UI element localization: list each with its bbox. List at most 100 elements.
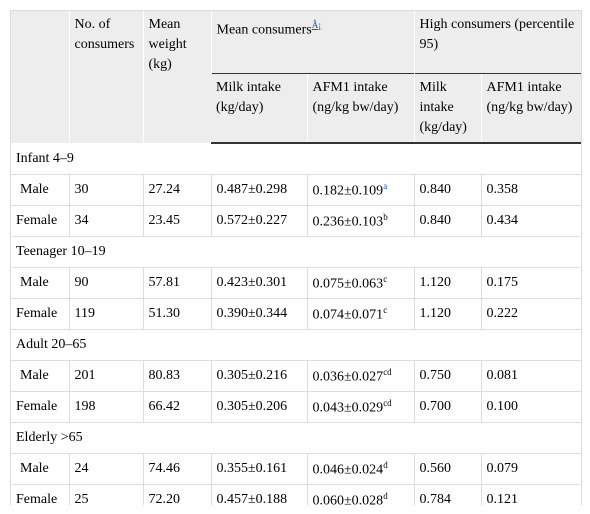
cell: Male xyxy=(11,360,69,392)
superscript: c xyxy=(383,304,388,315)
cell: 72.20 xyxy=(142,484,211,505)
superscript: d xyxy=(383,459,388,470)
group-label: Adult 20–65 xyxy=(11,329,581,361)
group-row: Elderly >65 xyxy=(11,422,581,454)
cell: 66.42 xyxy=(142,391,211,423)
cell: 0.182±0.109a xyxy=(306,174,415,206)
cell: 0.840 xyxy=(413,174,482,206)
header-cell xyxy=(11,11,69,143)
cell: 0.840 xyxy=(413,205,482,237)
cell: 0.100 xyxy=(480,391,581,423)
cell: 0.046±0.024d xyxy=(306,453,415,485)
cell: 25 xyxy=(68,484,143,505)
data-table: No. of consumers Mean weight (kg) Mean c… xyxy=(11,11,581,505)
cell: 0.700 xyxy=(413,391,482,423)
table-body: Infant 4–9 Male 30 27.24 0.487±0.298 0.182±0.… xyxy=(11,143,581,505)
cell-text: 0.043±0.029 xyxy=(312,400,384,416)
cell: 0.075±0.063c xyxy=(306,267,415,299)
data-row: Female 34 23.45 0.572±0.227 0.236±0.103b 0.84… xyxy=(11,205,581,237)
data-row: Male 24 74.46 0.355±0.161 0.046±0.024d 0.560 0… xyxy=(11,453,581,485)
cell: 0.390±0.344 xyxy=(210,298,307,330)
cell: 0.074±0.071c xyxy=(306,298,415,330)
cell: 0.355±0.161 xyxy=(210,453,307,485)
cell: 90 xyxy=(68,267,143,299)
cell: 0.434 xyxy=(480,205,581,237)
header-cell: Mean weight (kg) xyxy=(142,11,211,143)
cell: 0.487±0.298 xyxy=(210,174,307,206)
header-text: Mean consumers xyxy=(216,22,312,38)
cell: Female xyxy=(11,205,69,237)
cell: 57.81 xyxy=(142,267,211,299)
superscript: cd xyxy=(383,397,392,408)
cell: 1.120 xyxy=(413,298,482,330)
cell: 0.358 xyxy=(480,174,581,206)
group-label: Infant 4–9 xyxy=(11,143,581,175)
cell-text: 0.075±0.063 xyxy=(312,276,384,292)
superscript: d xyxy=(383,490,388,501)
cell: 24 xyxy=(68,453,143,485)
cell-text: 0.060±0.028 xyxy=(312,493,384,505)
header-cell: AFM1 intake (ng/kg bw/day) xyxy=(480,73,581,144)
superscript: c xyxy=(383,273,388,284)
superscript: b xyxy=(383,211,388,222)
cell-text: 0.036±0.027 xyxy=(312,369,384,385)
data-row: Female 25 72.20 0.457±0.188 0.060±0.028d 0.78… xyxy=(11,484,581,505)
cell: 0.081 xyxy=(480,360,581,392)
header-cell: Milk intake (kg/day) xyxy=(211,73,307,144)
cell: 80.83 xyxy=(142,360,211,392)
cell: 0.784 xyxy=(413,484,482,505)
data-row: Male 201 80.83 0.305±0.216 0.036±0.027cd 0.75… xyxy=(11,360,581,392)
header-cell: Mean consumersÂ¡ xyxy=(210,11,415,74)
cell: 0.572±0.227 xyxy=(210,205,307,237)
footnote-link[interactable]: a xyxy=(383,180,388,191)
data-row: Female 119 51.30 0.390±0.344 0.074±0.071c 1.1… xyxy=(11,298,581,330)
header-cell: High consumers (percentile 95) xyxy=(413,11,581,74)
cell: 0.236±0.103b xyxy=(306,205,415,237)
header-cell: Milk intake (kg/day) xyxy=(413,73,482,144)
data-row: Male 90 57.81 0.423±0.301 0.075±0.063c 1.120 0… xyxy=(11,267,581,299)
group-label: Elderly >65 xyxy=(11,422,581,454)
cell: 0.060±0.028d xyxy=(306,484,415,505)
cell: 34 xyxy=(68,205,143,237)
cell: 27.24 xyxy=(142,174,211,206)
cell: 0.423±0.301 xyxy=(210,267,307,299)
cell: 30 xyxy=(68,174,143,206)
cell: 0.036±0.027cd xyxy=(306,360,415,392)
header-cell: No. of consumers xyxy=(68,11,143,143)
cell: 0.305±0.206 xyxy=(210,391,307,423)
header-cell: AFM1 intake (ng/kg bw/day) xyxy=(306,73,415,144)
cell: 0.750 xyxy=(413,360,482,392)
cell: 74.46 xyxy=(142,453,211,485)
cell-text: 0.182±0.109 xyxy=(312,183,384,199)
cell: Female xyxy=(11,298,69,330)
cell-text: 0.074±0.071 xyxy=(312,307,384,323)
cell-text: 0.236±0.103 xyxy=(312,214,384,230)
cell: Male xyxy=(11,453,69,485)
group-label: Teenager 10–19 xyxy=(11,236,581,268)
data-row: Male 30 27.24 0.487±0.298 0.182±0.109a 0.840 0… xyxy=(11,174,581,206)
cell: Male xyxy=(11,174,69,206)
cell: 1.120 xyxy=(413,267,482,299)
cell: 0.043±0.029cd xyxy=(306,391,415,423)
cell: 0.305±0.216 xyxy=(210,360,307,392)
superscript: a xyxy=(383,181,387,191)
group-row: Adult 20–65 xyxy=(11,329,581,361)
group-row: Infant 4–9 xyxy=(11,143,581,175)
cell: 198 xyxy=(68,391,143,423)
cell: Female xyxy=(11,391,69,423)
cell: 0.121 xyxy=(480,484,581,505)
cell: 0.175 xyxy=(480,267,581,299)
cell: 0.079 xyxy=(480,453,581,485)
cell: 51.30 xyxy=(142,298,211,330)
cell: 0.560 xyxy=(413,453,482,485)
cell: 0.457±0.188 xyxy=(210,484,307,505)
group-row: Teenager 10–19 xyxy=(11,236,581,268)
cell: Male xyxy=(11,267,69,299)
cell: 0.222 xyxy=(480,298,581,330)
cell: Female xyxy=(11,484,69,505)
footnote-link[interactable]: Â¡ xyxy=(311,20,322,30)
data-row: Female 198 66.42 0.305±0.206 0.043±0.029cd 0.… xyxy=(11,391,581,423)
cell-text: 0.046±0.024 xyxy=(312,462,384,478)
cell: 119 xyxy=(68,298,143,330)
